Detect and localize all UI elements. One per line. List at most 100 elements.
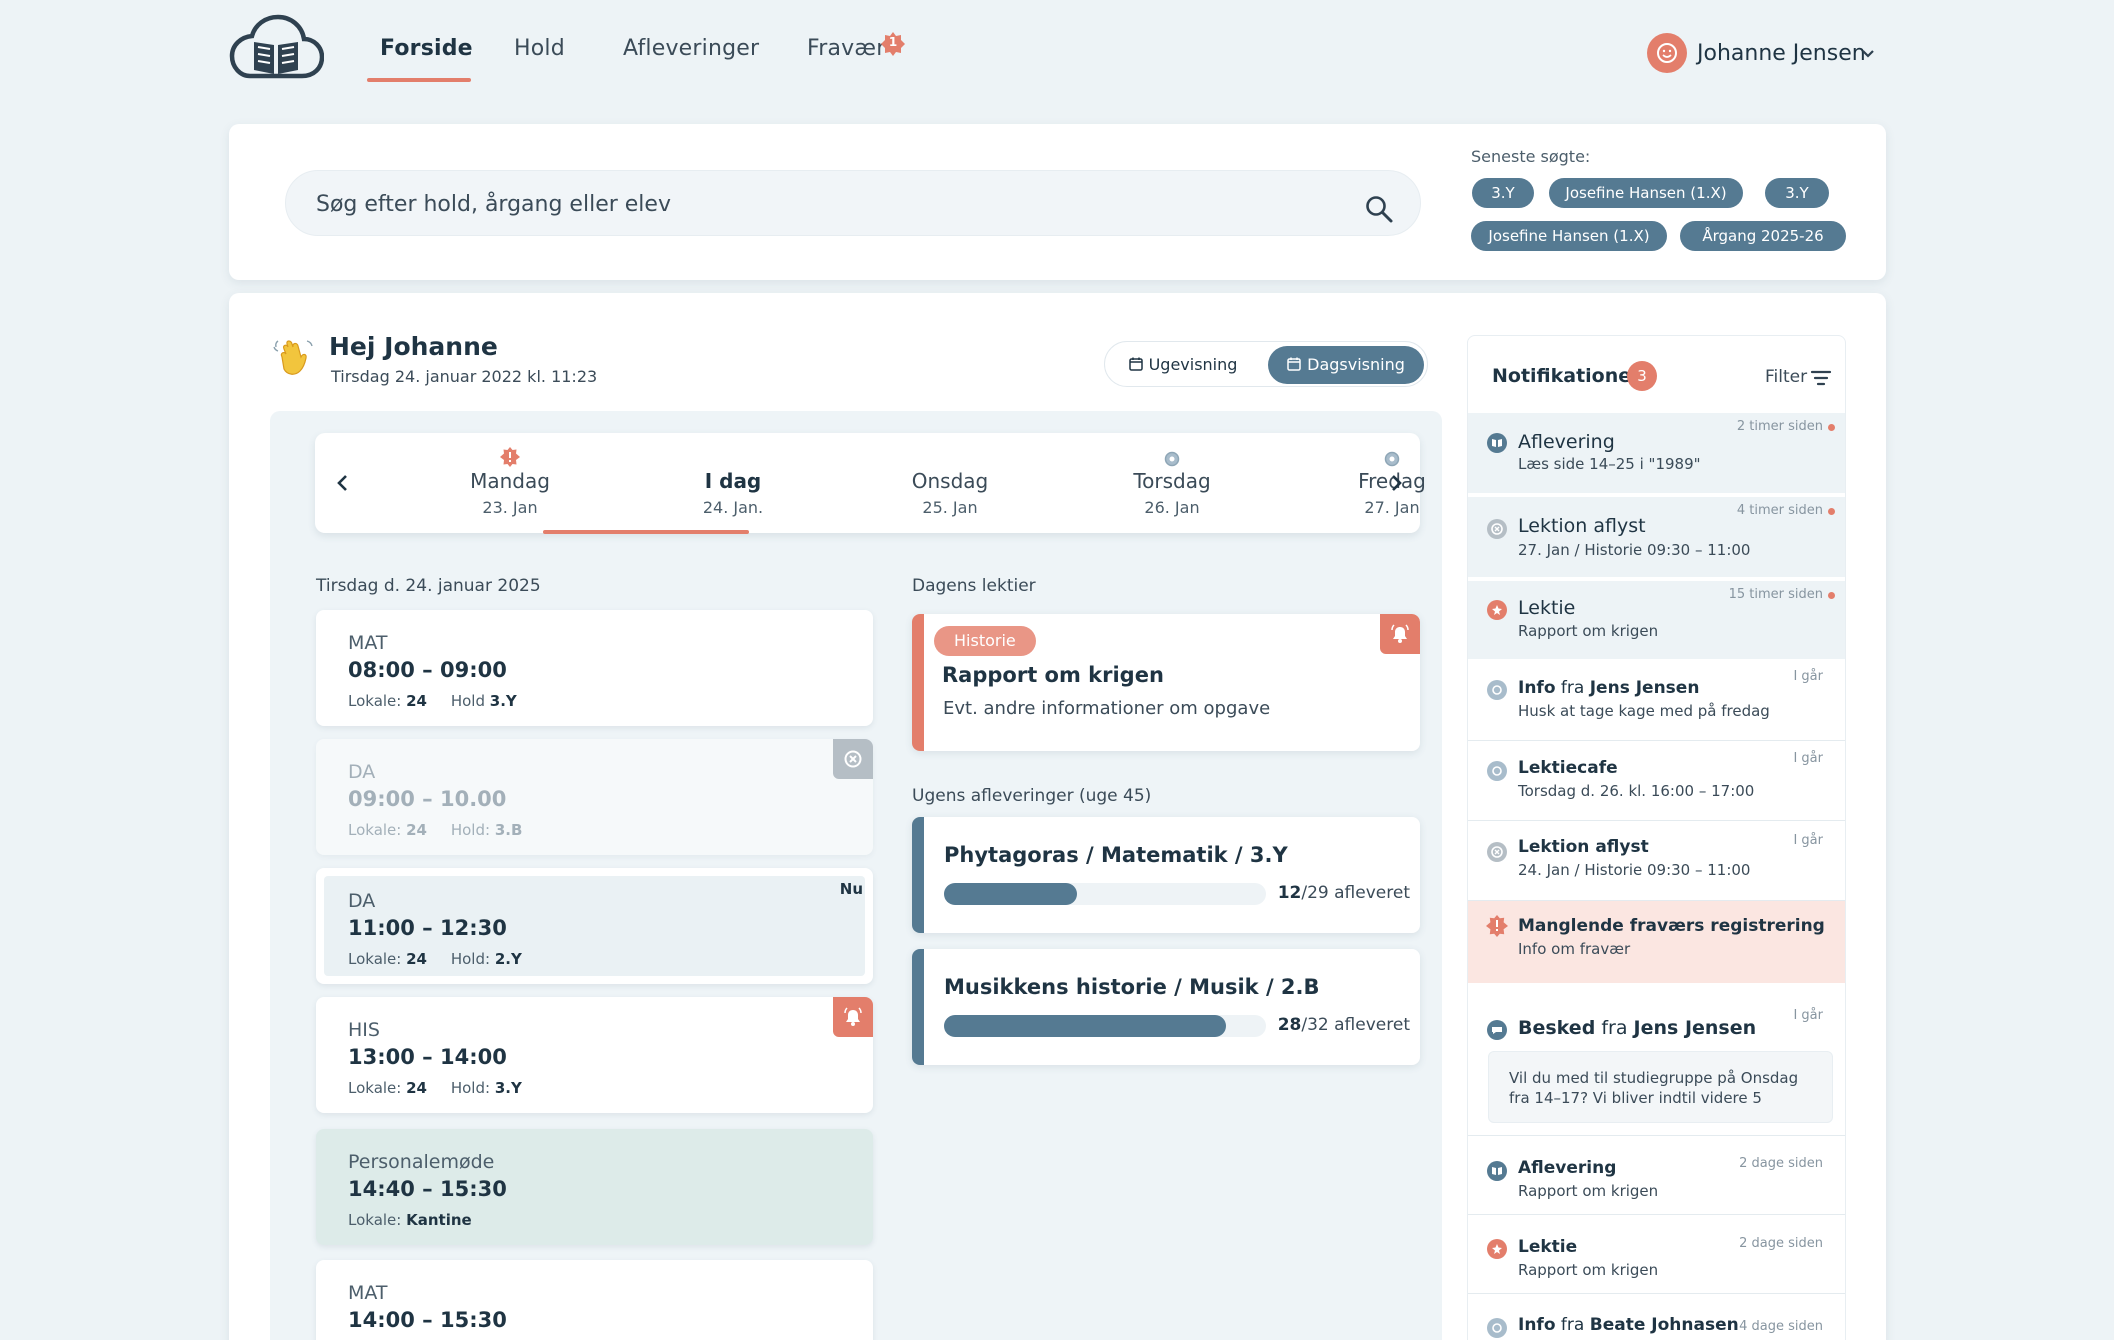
notification-subtitle: 27. Jan / Historie 09:30 – 11:00	[1518, 541, 1751, 559]
day-name: Mandag	[470, 469, 550, 493]
unread-dot	[1828, 424, 1835, 431]
lesson-card[interactable]: HIS 13:00 – 14:00 Lokale: 24 Hold: 3.Y	[316, 997, 873, 1113]
day-date: 24. Jan.	[702, 498, 764, 517]
notification-time: 2 timer siden	[1736, 419, 1823, 434]
week-view-button[interactable]: Ugevisning	[1111, 346, 1255, 384]
lesson-time: 13:00 – 14:00	[348, 1045, 507, 1069]
deliveries-heading: Ugens afleveringer (uge 45)	[912, 786, 1152, 806]
avatar[interactable]	[1647, 33, 1687, 73]
notification-item[interactable]: Aflevering Rapport om krigen 2 dage side…	[1468, 1136, 1845, 1215]
day-date: 26. Jan	[1144, 498, 1200, 517]
delivery-count: 28/32 afleveret	[1277, 1015, 1410, 1035]
meeting-time: 14:40 – 15:30	[348, 1177, 507, 1201]
calendar-icon	[1287, 357, 1301, 371]
notification-subtitle: Torsdag d. 26. kl. 16:00 – 17:00	[1518, 782, 1755, 800]
notification-item[interactable]: Lektion aflyst 24. Jan / Historie 09:30 …	[1468, 821, 1845, 901]
lesson-meta: Lokale: 24 Hold: 3.Y	[348, 1079, 522, 1097]
notification-item[interactable]: Lektie Rapport om krigen 15 timer siden	[1468, 581, 1845, 661]
delivery-title: Musikkens historie / Musik / 2.B	[944, 975, 1320, 999]
notification-title: Info fra Beate Johnasen	[1518, 1315, 1739, 1335]
lesson-time: 11:00 – 12:30	[348, 916, 507, 940]
notification-item-alert[interactable]: Manglende fraværs registrering Info om f…	[1468, 901, 1845, 985]
delivery-progress-fill	[944, 883, 1078, 905]
notification-item[interactable]: Aflevering Læs side 14–25 i "1989" 2 tim…	[1468, 413, 1845, 495]
lesson-card[interactable]: MAT 14:00 – 15:30	[316, 1260, 873, 1340]
user-name[interactable]: Johanne Jensen	[1697, 41, 1866, 66]
smiley-icon	[1657, 43, 1677, 63]
recent-searches-label: Seneste søgte:	[1471, 147, 1591, 166]
search-input[interactable]	[285, 170, 1421, 236]
notification-subtitle: 24. Jan / Historie 09:30 – 11:00	[1518, 861, 1751, 879]
greeting-datetime: Tirsdag 24. januar 2022 kl. 11:23	[331, 367, 598, 386]
cancel-circle-icon	[1486, 518, 1508, 540]
notification-title: Besked fra Jens Jensen	[1518, 1017, 1757, 1039]
delivery-accent-bar	[912, 949, 924, 1065]
delivery-count: 12/29 afleveret	[1277, 883, 1410, 903]
reminder-badge[interactable]	[833, 997, 873, 1037]
notification-time: I går	[1793, 669, 1823, 684]
chevron-right-icon[interactable]	[1386, 468, 1406, 498]
current-lesson-highlight	[324, 876, 865, 976]
notification-item[interactable]: Info fra Beate Johnasen 4 dage siden	[1468, 1294, 1845, 1340]
search-icon[interactable]	[1364, 194, 1394, 224]
notification-item[interactable]: Lektie Rapport om krigen 2 dage siden	[1468, 1215, 1845, 1294]
nav-tab-afleveringer[interactable]: Afleveringer	[623, 36, 760, 61]
lesson-time: 14:00 – 15:30	[348, 1308, 507, 1332]
notification-item[interactable]: Lektiecafe Torsdag d. 26. kl. 16:00 – 17…	[1468, 741, 1845, 821]
notification-title: Manglende fraværs registrering	[1518, 916, 1825, 936]
notifications-title: Notifikationer	[1492, 365, 1641, 387]
lesson-meta: Lokale: 24 Hold: 3.B	[348, 821, 523, 839]
lesson-card-cancelled[interactable]: DA 09:00 – 10.00 Lokale: 24 Hold: 3.B	[316, 739, 873, 855]
info-icon	[1486, 760, 1508, 782]
reminder-badge[interactable]	[1380, 614, 1420, 654]
homework-card[interactable]: Historie Rapport om krigen Evt. andre in…	[912, 614, 1420, 751]
info-icon	[1486, 1317, 1508, 1339]
notification-time: 2 dage siden	[1739, 1236, 1823, 1251]
delivery-progress-track	[944, 883, 1266, 905]
unread-dot	[1828, 508, 1835, 515]
today-indicator	[543, 530, 749, 534]
search-placeholder: Søg efter hold, årgang eller elev	[316, 192, 671, 217]
nav-tab-forside[interactable]: Forside	[380, 36, 473, 61]
filter-button[interactable]: Filter	[1765, 367, 1808, 387]
lesson-time: 08:00 – 09:00	[348, 658, 507, 682]
nav-tab-hold[interactable]: Hold	[514, 36, 565, 61]
lessons-heading: Tirsdag d. 24. januar 2025	[316, 576, 541, 596]
day-name: Fredag	[1358, 469, 1426, 493]
notification-time: 2 dage siden	[1739, 1156, 1823, 1171]
nav-tab-fravaer[interactable]: Fravær	[807, 36, 886, 61]
notification-item[interactable]: Lektion aflyst 27. Jan / Historie 09:30 …	[1468, 497, 1845, 579]
chevron-left-icon[interactable]	[333, 468, 353, 498]
lesson-card[interactable]: MAT 08:00 – 09:00 Lokale: 24 Hold 3.Y	[316, 610, 873, 726]
meeting-card[interactable]: Personalemøde 14:40 – 15:30 Lokale: Kant…	[316, 1129, 873, 1245]
notification-title: Aflevering	[1518, 431, 1615, 453]
delivery-card[interactable]: Musikkens historie / Musik / 2.B 28/32 a…	[912, 949, 1420, 1065]
app-logo[interactable]	[228, 12, 325, 84]
chat-bubble-icon	[1486, 1019, 1508, 1041]
lesson-subject: MAT	[348, 1282, 388, 1304]
cancel-circle-icon	[1486, 841, 1508, 863]
notification-subtitle: Rapport om krigen	[1518, 1182, 1659, 1200]
recent-search-chip[interactable]: Årgang 2025-26	[1680, 221, 1846, 251]
notification-item[interactable]: Info fra Jens Jensen Husk at tage kage m…	[1468, 661, 1845, 741]
lesson-subject: DA	[348, 890, 376, 912]
notification-title: Info fra Jens Jensen	[1518, 678, 1700, 698]
recent-search-chip[interactable]: 3.Y	[1765, 178, 1829, 208]
cancel-circle-icon	[844, 750, 862, 768]
chevron-down-icon[interactable]	[1860, 46, 1876, 62]
homework-icon	[1486, 1238, 1508, 1260]
recent-search-chip[interactable]: 3.Y	[1472, 178, 1534, 208]
notification-subtitle: Info om fravær	[1518, 940, 1631, 958]
book-icon	[1486, 432, 1508, 454]
greeting-title: Hej Johanne	[329, 332, 498, 361]
homework-description: Evt. andre informationer om opgave	[943, 698, 1271, 719]
day-view-button[interactable]: Dagsvisning	[1268, 346, 1424, 384]
delivery-card[interactable]: Phytagoras / Matematik / 3.Y 12/29 aflev…	[912, 817, 1420, 933]
notification-item-message[interactable]: Besked fra Jens Jensen I går Vil du med …	[1468, 987, 1845, 1136]
lesson-card-current[interactable]: DA 11:00 – 12:30 Lokale: 24 Hold: 2.Y Nu	[316, 868, 873, 984]
recent-search-chip[interactable]: Josefine Hansen (1.X)	[1549, 178, 1743, 208]
filter-icon[interactable]	[1810, 367, 1832, 389]
recent-search-chip[interactable]: Josefine Hansen (1.X)	[1471, 221, 1667, 251]
bell-icon	[844, 1007, 862, 1026]
cloud-book-icon	[229, 14, 325, 79]
